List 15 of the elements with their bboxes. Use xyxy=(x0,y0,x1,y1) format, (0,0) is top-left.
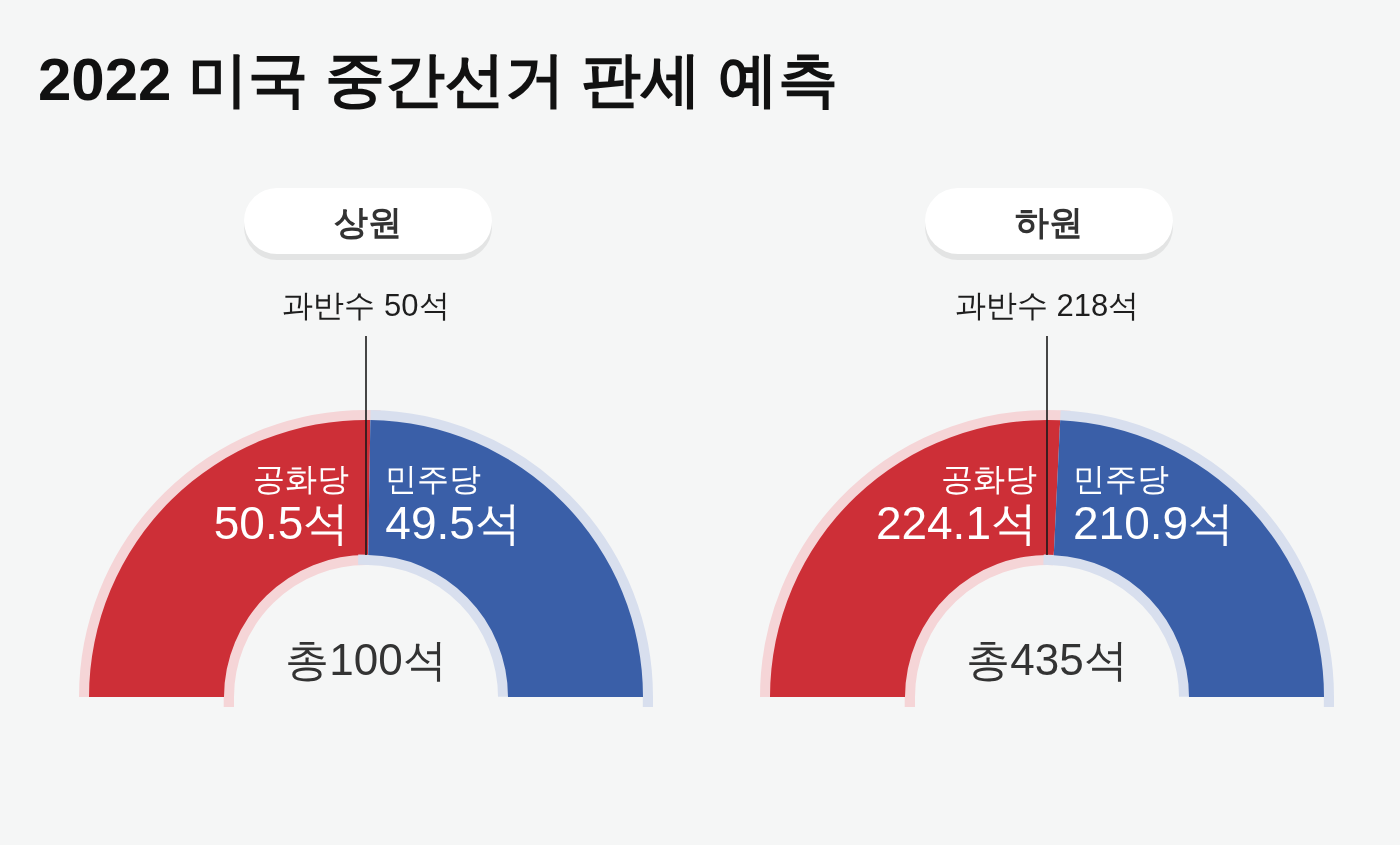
value-label: 210.9석 xyxy=(1073,497,1235,549)
annotation: 과반수 218석 xyxy=(954,288,1140,323)
subtitle: 상원 xyxy=(334,203,402,241)
category-label: 민주당 xyxy=(1073,461,1169,497)
category-label: 공화당 xyxy=(941,461,1037,497)
category-label: 민주당 xyxy=(385,461,482,497)
category-label: 공화당 xyxy=(253,461,350,497)
annotation: 총435석 xyxy=(966,635,1128,684)
value-label: 50.5석 xyxy=(213,497,350,549)
value-label: 224.1석 xyxy=(875,497,1037,549)
title: 2022 미국 중간선거 판세 예측 xyxy=(38,46,839,113)
value-label: 49.5석 xyxy=(385,497,521,549)
annotation: 과반수 50석 xyxy=(282,288,450,323)
annotation: 총100석 xyxy=(285,635,447,684)
subtitle: 하원 xyxy=(1015,203,1083,241)
